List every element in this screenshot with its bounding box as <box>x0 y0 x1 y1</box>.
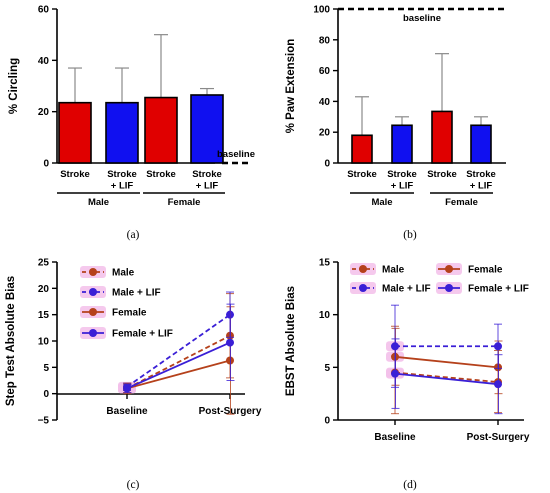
chart-1-group-label: Male <box>371 197 392 208</box>
chart-2-legend-0-swatch-marker <box>89 268 97 276</box>
panel-label-c: (c) <box>127 479 140 491</box>
chart-1-y-axis-label: % Paw Extension <box>285 39 297 134</box>
chart-2-series-2-line <box>126 359 231 390</box>
chart-1-category-label: Stroke <box>387 169 417 180</box>
chart-2-y-tick-label: 15 <box>38 310 50 321</box>
chart-0-category-label: + LIF <box>196 181 219 192</box>
chart-3-legend-3-label: Female + LIF <box>468 284 529 295</box>
chart-3-legend-0-label: Male <box>382 265 405 276</box>
chart-2-legend-3-swatch-marker <box>89 329 97 337</box>
chart-2-legend-1-label: Male + LIF <box>112 288 161 299</box>
panel-label-d: (d) <box>403 479 417 491</box>
chart-0-category-label: Stroke <box>107 169 137 180</box>
chart-1-y-tick-label: 20 <box>319 128 331 139</box>
chart-0-bar-0 <box>58 101 92 164</box>
chart-3-x-tick-label: Post-Surgery <box>467 432 530 443</box>
chart-3-y-tick-label: 5 <box>324 363 330 374</box>
chart-3-legend-0-swatch-marker <box>359 265 367 273</box>
chart-0-bar-1 <box>105 101 139 164</box>
chart-2-y-tick-label: 10 <box>38 337 50 348</box>
chart-2-series-3-point <box>226 338 234 347</box>
chart-2-x-tick-label: Baseline <box>106 406 148 417</box>
chart-1-category-label: + LIF <box>470 181 493 192</box>
chart-1-bar-3 <box>470 124 492 164</box>
chart-3-series-3-point <box>494 380 502 389</box>
panel-label-a: (a) <box>127 229 140 241</box>
chart-2-legend-1-swatch-marker <box>89 288 97 296</box>
chart-0-bar-2 <box>144 96 178 164</box>
chart-1-bar-1 <box>391 124 413 164</box>
chart-1-y-tick-label: 0 <box>324 159 330 170</box>
panel-label-b: (b) <box>403 229 417 241</box>
chart-0-y-tick-label: 0 <box>43 159 49 170</box>
chart-3-legend-2-swatch-marker <box>359 284 367 292</box>
chart-3-y-tick-label: 0 <box>324 416 330 427</box>
chart-2-legend-2-label: Female <box>112 308 147 319</box>
chart-0-group-label: Female <box>168 197 201 208</box>
chart-0-bar-3 <box>190 94 224 164</box>
chart-2-legend-0-label: Male <box>112 268 135 279</box>
chart-1-group-label: Female <box>445 197 478 208</box>
chart-2-series-3-point <box>123 384 131 393</box>
chart-0-y-axis-label: % Circling <box>8 58 20 114</box>
chart-0-category-label: Stroke <box>192 169 222 180</box>
chart-2-series-1-line <box>126 313 231 388</box>
chart-1-baseline-label: baseline <box>403 13 441 24</box>
chart-3-series-3-line <box>394 372 499 386</box>
chart-3-y-axis-label: EBST Absolute Bias <box>285 286 297 396</box>
chart-3-y-tick-label: 15 <box>319 258 331 269</box>
chart-3-series-0-line <box>394 371 499 383</box>
chart-3-legend-1-label: Female <box>468 265 503 276</box>
chart-2-y-axis-label: Step Test Absolute Bias <box>5 276 17 406</box>
chart-2-legend-2-swatch-marker <box>89 308 97 316</box>
chart-2-y-tick-label: 20 <box>38 284 50 295</box>
chart-3-legend-1-swatch-marker <box>445 265 453 273</box>
chart-3-legend-3-swatch-marker <box>445 284 453 292</box>
chart-3-series-1-line <box>394 355 499 369</box>
chart-0-group-label: Male <box>88 197 109 208</box>
chart-2-y-tick-label: 25 <box>38 258 50 269</box>
chart-3-series-3-point <box>391 369 399 378</box>
chart-1-y-tick-label: 40 <box>319 97 331 108</box>
chart-1-y-tick-label: 60 <box>319 66 331 77</box>
chart-0-category-label: + LIF <box>111 181 134 192</box>
chart-0-category-label: Stroke <box>146 169 176 180</box>
chart-1-category-label: Stroke <box>347 169 377 180</box>
chart-0-category-label: Stroke <box>60 169 90 180</box>
chart-2-y-tick-label: 0 <box>43 389 49 400</box>
chart-2-series-3-line <box>126 341 231 390</box>
chart-1-category-label: + LIF <box>391 181 414 192</box>
chart-1-category-label: Stroke <box>466 169 496 180</box>
chart-3-y-tick-label: 10 <box>319 310 331 321</box>
chart-1-y-tick-label: 100 <box>313 5 330 16</box>
chart-0-y-tick-label: 40 <box>38 56 50 67</box>
chart-0-y-tick-label: 20 <box>38 107 50 118</box>
chart-1-y-tick-label: 80 <box>319 35 331 46</box>
chart-2-legend-3-label: Female + LIF <box>112 329 173 340</box>
chart-1-bar-2 <box>431 110 453 164</box>
chart-2-series-0-line <box>126 334 231 390</box>
chart-2-y-tick-label: 5 <box>43 363 49 374</box>
chart-0-y-tick-label: 60 <box>38 5 50 16</box>
chart-2-y-tick-label: −5 <box>38 416 50 427</box>
chart-1-category-label: Stroke <box>427 169 457 180</box>
chart-1-bar-0 <box>351 134 373 164</box>
chart-0-baseline-label: baseline <box>217 149 255 160</box>
chart-3-legend-2-label: Male + LIF <box>382 284 431 295</box>
chart-3-x-tick-label: Baseline <box>374 432 416 443</box>
chart-3-series-2-point <box>494 342 502 351</box>
